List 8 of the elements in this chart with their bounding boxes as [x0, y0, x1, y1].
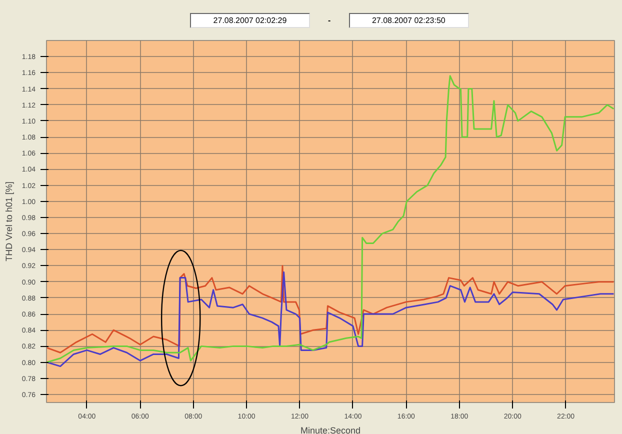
y-axis-title: THD Vrel to h01 [%] [4, 182, 14, 262]
text: 27.08.2007 02:23:50 [348, 13, 469, 28]
line-series [46, 75, 614, 364]
text: - [328, 16, 331, 25]
line-series [46, 264, 614, 354]
text: 27.08.2007 02:02:29 [190, 13, 310, 28]
line-series [46, 271, 614, 368]
x-axis-title: Minute:Second [300, 426, 361, 434]
